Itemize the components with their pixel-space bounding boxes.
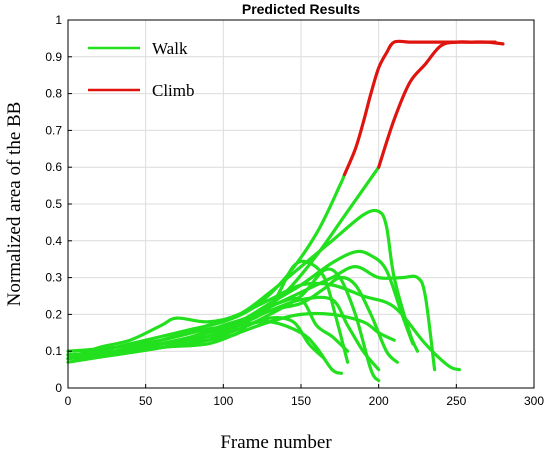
y-axis-title: Normalized area of the BB <box>4 102 25 307</box>
legend: Walk Climb <box>88 39 195 100</box>
y-tick-label: 0.6 <box>45 160 62 174</box>
legend-label-climb: Climb <box>152 81 195 100</box>
y-tick-label: 0.3 <box>45 271 62 285</box>
x-tick-label: 200 <box>369 394 389 408</box>
x-tick-label: 100 <box>213 394 233 408</box>
y-tick-label: 0.2 <box>45 307 62 321</box>
y-tick-label: 0.1 <box>45 344 62 358</box>
x-tick-label: 0 <box>65 394 72 408</box>
x-tick-label: 250 <box>446 394 466 408</box>
series-layer <box>66 39 505 383</box>
y-tick-label: 1 <box>55 13 62 27</box>
y-tick-label: 0.7 <box>45 123 62 137</box>
chart-title: Predicted Results <box>242 1 360 17</box>
ticks: 0 50 100 150 200 250 300 0 0.1 0.2 0.3 0.4 0.5 0.6 0.7… <box>45 13 544 408</box>
y-tick-label: 0 <box>55 381 62 395</box>
legend-label-walk: Walk <box>152 39 188 58</box>
x-tick-label: 150 <box>291 394 311 408</box>
x-tick-label: 50 <box>139 394 153 408</box>
y-tick-label: 0.5 <box>45 197 62 211</box>
x-tick-label: 300 <box>524 394 544 408</box>
series-line-walk <box>66 315 326 361</box>
series-line-walk <box>66 296 350 357</box>
grid <box>68 20 534 388</box>
series-line-climb <box>377 40 505 169</box>
y-tick-label: 0.4 <box>45 234 62 248</box>
x-axis-title: Frame number <box>220 432 332 453</box>
y-tick-label: 0.9 <box>45 50 62 64</box>
y-tick-label: 0.8 <box>45 87 62 101</box>
